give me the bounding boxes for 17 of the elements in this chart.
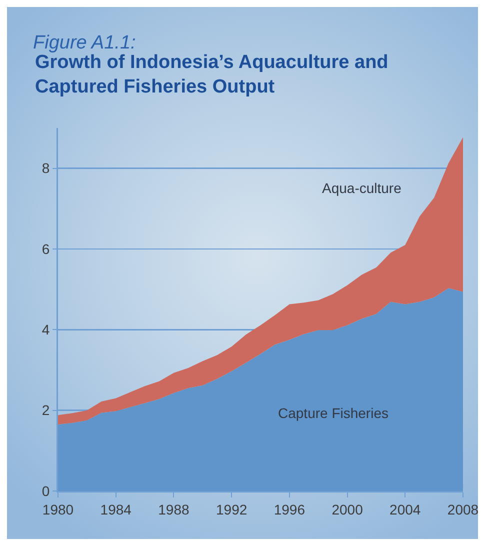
x-tick-label: 2004 bbox=[390, 501, 421, 518]
y-tick-label: 4 bbox=[42, 322, 50, 338]
x-tick-label: 1980 bbox=[42, 501, 74, 518]
x-tick-label: 1996 bbox=[274, 501, 306, 518]
x-tick-label: 1988 bbox=[158, 501, 190, 518]
x-tick-label: 2008 bbox=[447, 501, 479, 518]
x-tick-label: 1984 bbox=[100, 501, 132, 518]
y-tick-label: 0 bbox=[42, 482, 50, 499]
series-label: Capture Fisheries bbox=[278, 405, 388, 421]
x-tick-label: 2000 bbox=[332, 501, 364, 518]
y-tick-label: 8 bbox=[42, 160, 50, 176]
chart-title: Figure A1.1: bbox=[33, 32, 136, 54]
y-tick-label: 6 bbox=[42, 240, 50, 257]
x-tick-label: 1992 bbox=[216, 501, 248, 518]
series-label: Aqua-culture bbox=[322, 180, 402, 196]
y-tick-label: 2 bbox=[42, 402, 50, 418]
chart-subtitle: Growth of Indonesia’s Aquaculture and Captured Fisheries Output bbox=[35, 52, 388, 98]
